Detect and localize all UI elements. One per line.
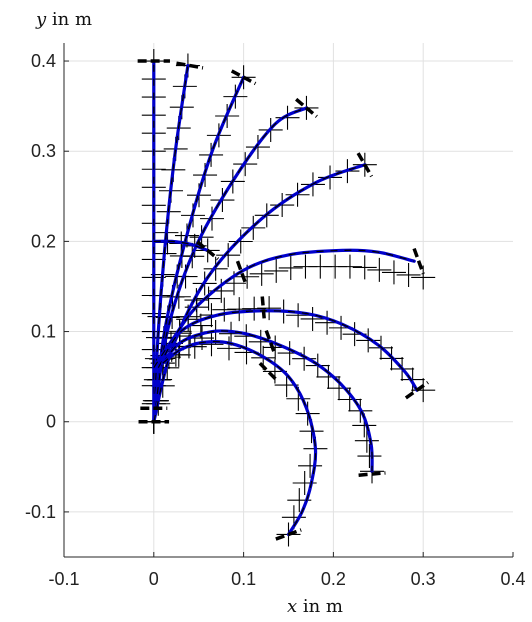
y-tick-label-2: 0.1 (31, 322, 56, 342)
marker-s3-14 (245, 135, 270, 160)
marker-s8-12 (316, 364, 341, 389)
marker-s7-12 (300, 306, 325, 331)
marker-s6-10 (249, 261, 274, 286)
curve-dash-3 (153, 107, 307, 422)
x-axis-label: x in m (287, 596, 343, 617)
curve-dash-4 (153, 164, 366, 422)
marker-s6-18 (367, 257, 392, 282)
marker-s9-3 (199, 332, 224, 357)
marker-s6-17 (352, 255, 377, 280)
marker-s7-11 (286, 303, 311, 328)
grid (64, 43, 513, 557)
marker-s8-17 (354, 428, 379, 453)
marker-s6-6 (196, 286, 221, 311)
x-tick-label-3: 0.2 (321, 569, 346, 589)
marker-s9-4 (216, 336, 241, 361)
y-tick-label-4: 0.3 (31, 141, 56, 161)
marker-s7-20 (400, 367, 425, 392)
marker-s9-13 (298, 453, 323, 478)
curve-dash-9 (162, 340, 317, 535)
end-cap-6 (412, 247, 425, 275)
x-tick-label-4: 0.3 (411, 569, 436, 589)
marker-s8-18 (357, 444, 382, 469)
marker-s6-20 (396, 262, 421, 287)
marker-s6-21 (411, 265, 436, 290)
end-cap-14 (264, 329, 277, 355)
y-axis-label: y in m (35, 9, 92, 30)
marker-s8-3 (190, 326, 215, 351)
marker-s4-10 (216, 243, 241, 268)
marker-s3-16 (275, 105, 300, 130)
x-tick-label-0: -0.1 (48, 569, 79, 589)
y-tick-label-5: 0.4 (31, 51, 56, 71)
end-cap-5 (196, 240, 220, 261)
marker-s6-19 (381, 260, 406, 285)
axes (63, 43, 514, 558)
curve-dash-8 (162, 330, 373, 472)
marker-s4-15 (285, 182, 310, 207)
marker-s6-12 (278, 255, 303, 280)
end-cap-8 (358, 471, 386, 477)
endpoint-caps (137, 59, 429, 541)
end-cap-4 (356, 152, 374, 178)
marker-s6-16 (337, 254, 362, 279)
x-tick-label-5: 0.4 (500, 569, 525, 589)
y-tick-label-0: -0.1 (25, 502, 56, 522)
y-tick-label-1: 0 (46, 412, 56, 432)
end-cap-2 (230, 69, 257, 86)
curve-dash-7 (157, 310, 418, 391)
marker-s4-11 (228, 229, 253, 254)
end-cap-1 (176, 61, 204, 70)
marker-s8-10 (292, 346, 317, 371)
end-cap-13 (260, 296, 267, 322)
end-cap-7 (404, 381, 429, 400)
marker-s7-16 (356, 328, 381, 353)
x-tick-label-1: 0 (149, 569, 159, 589)
tick-labels: -0.1 0 0.1 0.2 0.3 0.4 -0.1 0 0.1 0.2 0.3 0.4 (25, 51, 526, 589)
y-tick-label-3: 0.2 (31, 231, 56, 251)
x-tick-label-2: 0.1 (231, 569, 256, 589)
curve-dash-6 (153, 249, 415, 368)
curve-dash-5 (153, 240, 208, 251)
end-cap-12 (235, 260, 248, 286)
marker-s7-9 (257, 296, 282, 321)
marker-s4-14 (270, 193, 295, 218)
plot-area (64, 43, 513, 557)
end-cap-15 (258, 362, 279, 383)
curve-layer (152, 59, 419, 537)
end-cap-9 (275, 528, 302, 541)
marker-s6-11 (264, 258, 289, 283)
end-cap-3 (295, 97, 318, 118)
